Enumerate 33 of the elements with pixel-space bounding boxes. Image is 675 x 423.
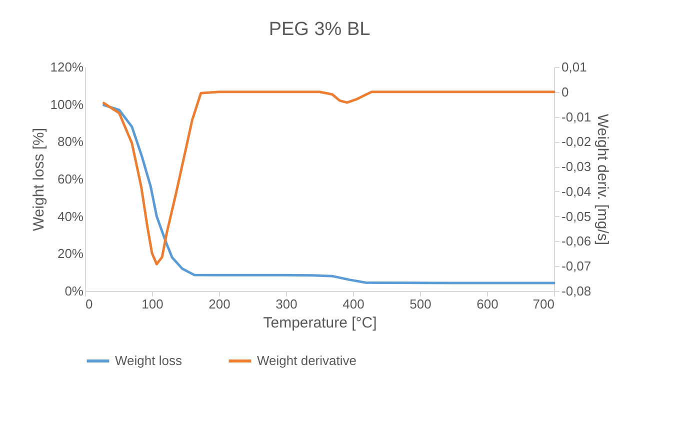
y2-tick-label: 0 bbox=[562, 84, 569, 100]
x-tick-label: 300 bbox=[276, 296, 298, 312]
legend-label: Weight loss bbox=[115, 353, 182, 368]
y2-tick-label: 0,01 bbox=[562, 60, 587, 74]
y-tick-label: 100% bbox=[50, 96, 84, 112]
chart-title: PEG 3% BL bbox=[268, 19, 370, 40]
line-series bbox=[102, 90, 556, 266]
y2-tick-label: -0,07 bbox=[562, 258, 592, 274]
legend-label: Weight derivative bbox=[257, 353, 356, 368]
y-tick-label: 120% bbox=[50, 60, 84, 74]
x-tick-label: 0 bbox=[86, 296, 93, 312]
y-axis-title: Weight loss [%] bbox=[30, 128, 48, 232]
y2-tick-label: -0,03 bbox=[562, 159, 592, 174]
y-tick-label: 20% bbox=[57, 246, 84, 262]
x-tick-label: 500 bbox=[410, 296, 432, 312]
y2-axis-title: Weight deriv. [mg/s] bbox=[594, 114, 612, 246]
y-tick-label: 80% bbox=[57, 134, 84, 150]
line-series bbox=[102, 104, 556, 284]
x-tick-label: 200 bbox=[208, 296, 230, 312]
x-axis-title: Temperature [°C] bbox=[263, 314, 377, 332]
y2-tick-label: -0,05 bbox=[562, 208, 592, 224]
y2-tick-label: -0,06 bbox=[562, 234, 592, 249]
y2-tick-label: -0,08 bbox=[562, 284, 592, 298]
x-tick-label: 100 bbox=[142, 296, 164, 312]
y-tick-label: 40% bbox=[57, 208, 84, 224]
y2-tick-label: -0,01 bbox=[562, 109, 592, 124]
y-tick-label: 60% bbox=[57, 172, 84, 186]
y2-tick-label: -0,04 bbox=[562, 184, 592, 199]
x-tick-label: 700 bbox=[532, 296, 554, 312]
x-tick-label: 400 bbox=[342, 296, 364, 312]
x-tick-label: 600 bbox=[476, 296, 498, 312]
y-tick-label: 0% bbox=[64, 284, 84, 298]
y2-tick-label: -0,02 bbox=[562, 134, 592, 150]
